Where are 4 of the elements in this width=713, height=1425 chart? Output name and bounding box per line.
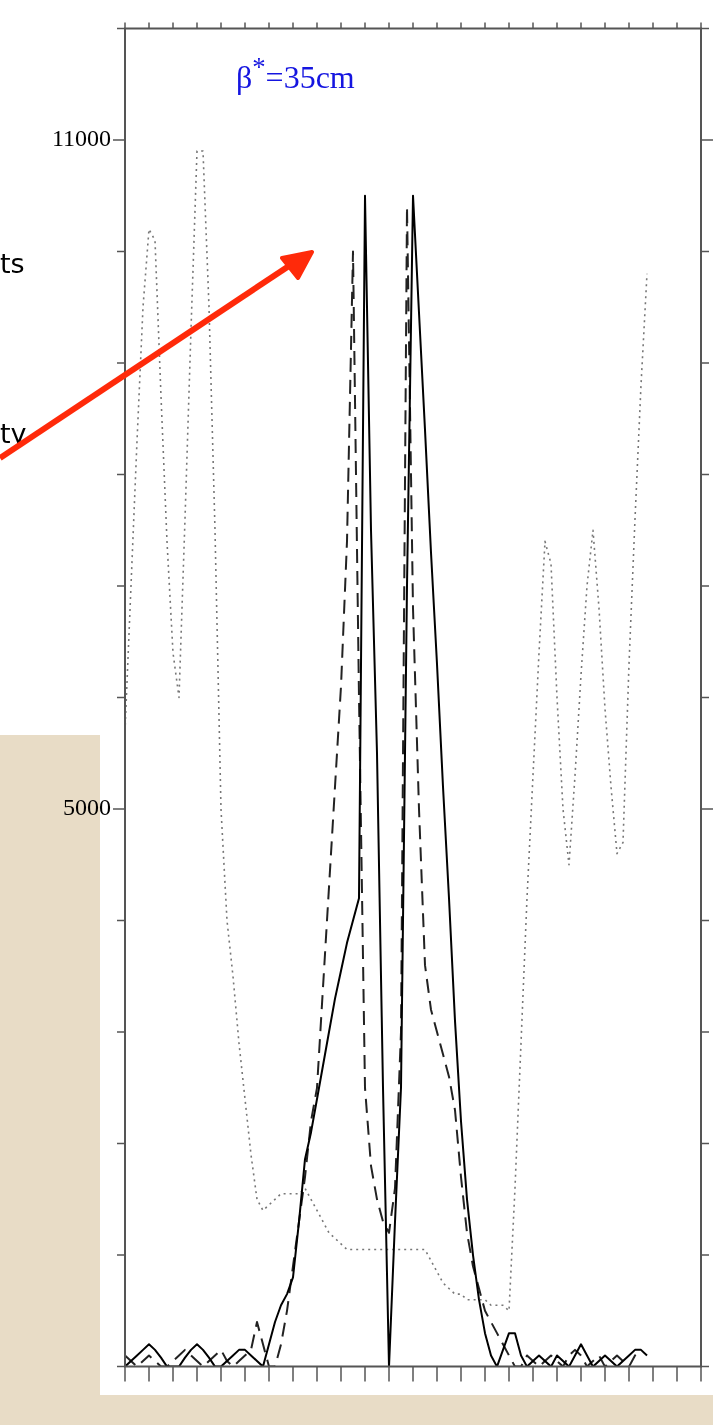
text: ts <box>0 248 25 279</box>
y-tick-label: 11000 <box>51 125 111 152</box>
text: β$^{*}$=35cm <box>236 52 355 96</box>
y-tick-label: 5000 <box>63 794 111 821</box>
